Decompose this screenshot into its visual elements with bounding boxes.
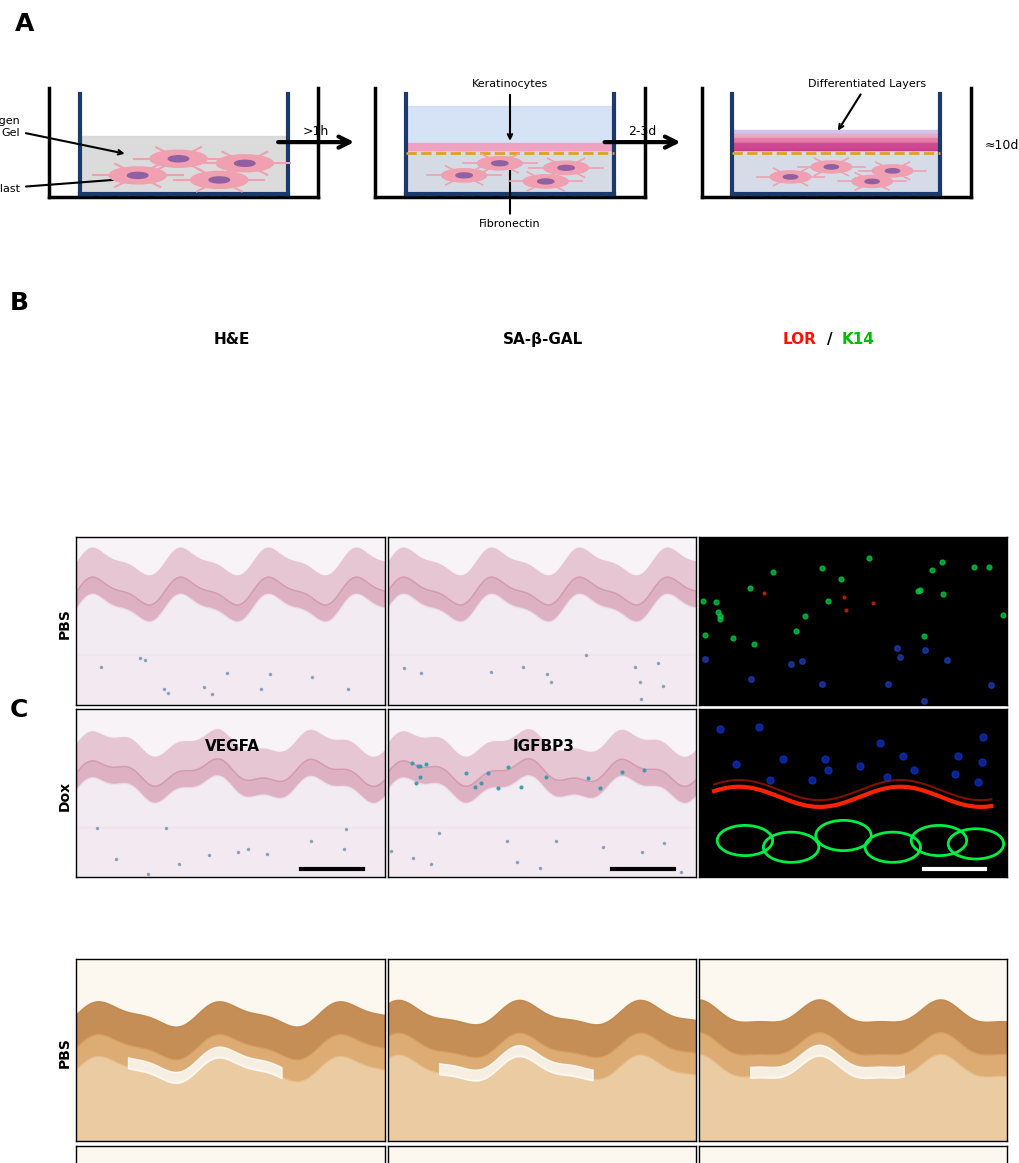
Circle shape — [884, 169, 899, 173]
Text: H&E: H&E — [214, 333, 250, 347]
Text: PBS: PBS — [57, 607, 71, 638]
Text: Fibronectin: Fibronectin — [479, 158, 540, 229]
Circle shape — [455, 173, 472, 178]
Circle shape — [864, 179, 878, 184]
Circle shape — [477, 157, 522, 170]
Circle shape — [150, 150, 207, 167]
Circle shape — [234, 160, 255, 166]
Text: PBS: PBS — [57, 1037, 71, 1068]
Bar — [79, 136, 287, 193]
Bar — [732, 142, 940, 150]
Circle shape — [871, 165, 912, 177]
Text: Fibroblast: Fibroblast — [0, 176, 148, 194]
Circle shape — [127, 172, 148, 178]
Text: C: C — [10, 698, 29, 722]
Circle shape — [216, 155, 273, 172]
Text: K14: K14 — [841, 333, 874, 347]
Circle shape — [441, 169, 486, 183]
Text: B: B — [10, 291, 30, 315]
Circle shape — [209, 177, 229, 183]
Circle shape — [168, 156, 189, 162]
Circle shape — [537, 179, 553, 184]
Circle shape — [523, 174, 568, 188]
Circle shape — [109, 167, 166, 184]
Text: Collagen
Gel: Collagen Gel — [0, 116, 122, 155]
Circle shape — [769, 171, 810, 183]
Bar — [732, 148, 940, 193]
Bar — [732, 130, 940, 133]
Circle shape — [783, 174, 797, 179]
Bar — [406, 106, 613, 193]
Circle shape — [191, 171, 248, 188]
Text: >1h: >1h — [303, 126, 329, 138]
Text: ≈10d: ≈10d — [983, 138, 1018, 151]
Text: 2-3d: 2-3d — [628, 126, 656, 138]
Text: Dox: Dox — [57, 780, 71, 811]
Circle shape — [543, 162, 588, 174]
Text: IGFBP3: IGFBP3 — [512, 740, 574, 754]
Circle shape — [851, 176, 892, 187]
Bar — [406, 148, 613, 193]
Text: Keratinocytes: Keratinocytes — [472, 79, 547, 138]
Bar — [406, 143, 613, 150]
Text: /: / — [825, 333, 832, 347]
Bar — [732, 133, 940, 137]
Circle shape — [557, 165, 574, 170]
Text: A: A — [15, 12, 35, 36]
Bar — [732, 137, 940, 142]
Bar — [732, 148, 940, 193]
Text: SA-β-GAL: SA-β-GAL — [502, 333, 583, 347]
Circle shape — [823, 165, 838, 169]
Text: Differentiated Layers: Differentiated Layers — [807, 79, 925, 129]
Circle shape — [491, 160, 507, 165]
Text: MMP1: MMP1 — [827, 740, 879, 754]
Text: VEGFA: VEGFA — [205, 740, 259, 754]
Text: LOR: LOR — [783, 333, 816, 347]
Circle shape — [810, 160, 851, 173]
